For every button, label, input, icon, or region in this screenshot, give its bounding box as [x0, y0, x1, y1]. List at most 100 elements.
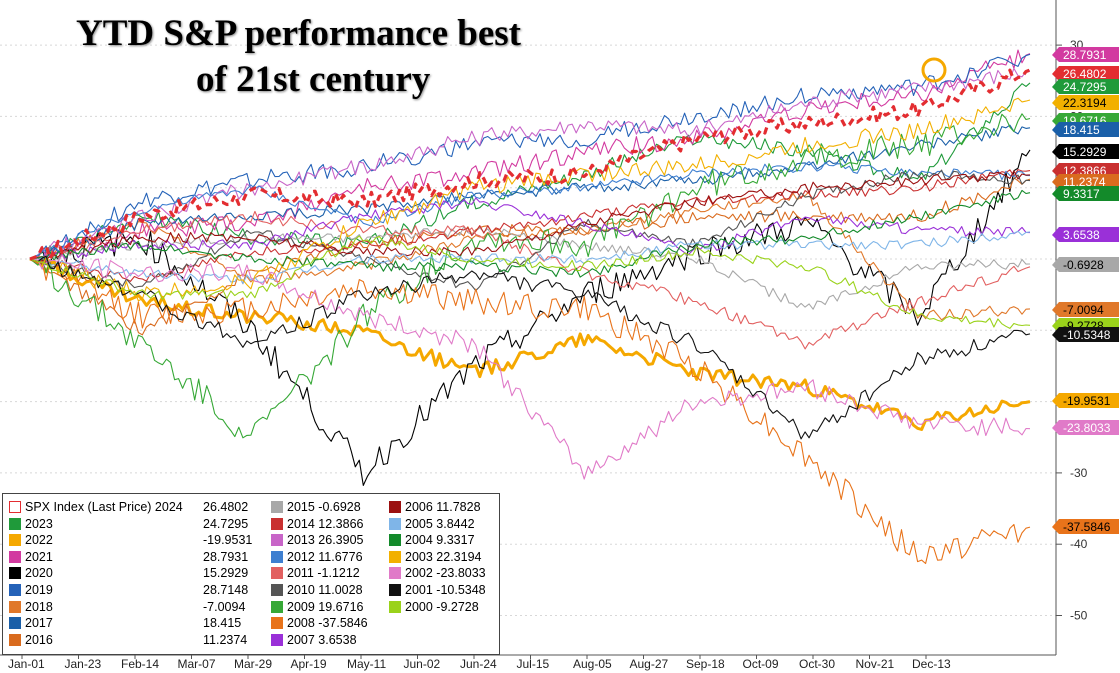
legend-swatch	[271, 517, 283, 530]
legend-swatch	[271, 567, 283, 580]
legend-label: 2023	[25, 516, 53, 531]
x-axis: Jan-01 Jan-23 Feb-14 Mar-07 Mar-29 Apr-19 May-…	[0, 654, 1056, 671]
legend-swatch	[389, 501, 401, 513]
series-line	[29, 177, 1031, 336]
legend-value: -0.6928	[314, 500, 361, 514]
legend-label: 2010	[287, 583, 315, 597]
x-tick-label: Aug-27	[630, 657, 669, 671]
series-line	[29, 67, 1031, 260]
series-line	[29, 97, 1031, 302]
legend-label: 2019	[25, 583, 53, 597]
legend-value: 15.2929	[203, 566, 249, 581]
legend-value: 26.3905	[314, 533, 364, 548]
legend-value: 24.7295	[203, 516, 249, 531]
y-tick-label: -40	[1070, 537, 1088, 551]
series-line	[29, 235, 1031, 329]
last-value-labels: 28.793126.480224.729522.319419.671618.41…	[1052, 47, 1119, 534]
last-value-pointer	[1052, 163, 1059, 178]
series-line	[29, 82, 1031, 260]
x-tick-label: Jan-01	[8, 657, 45, 671]
legend-item: 2013 26.3905	[271, 533, 363, 548]
legend-swatch	[9, 517, 21, 530]
x-tick-label: Jul-15	[517, 657, 550, 671]
last-value-label: 24.7295	[1052, 79, 1119, 94]
legend-label: 2004	[405, 533, 433, 548]
last-value-label: 9.3317	[1052, 186, 1119, 201]
last-value-text: -7.0094	[1063, 303, 1104, 317]
last-value-label: 11.2374	[1052, 174, 1119, 189]
legend-value: 12.3866	[314, 516, 364, 531]
legend-item: 2007 3.6538	[271, 633, 357, 648]
legend-swatch	[271, 534, 283, 547]
legend-item: 2020	[9, 566, 53, 581]
legend-label: 2008	[287, 616, 315, 631]
y-tick-label: -30	[1070, 466, 1088, 480]
legend-value: 18.415	[203, 616, 242, 631]
x-tick-label: Jun-02	[404, 657, 441, 671]
legend-value: 9.3317	[432, 533, 475, 548]
legend-swatch	[389, 534, 401, 547]
legend-swatch	[9, 534, 21, 547]
legend-label: 2006	[405, 500, 433, 514]
series-line	[29, 169, 1031, 282]
legend-value: 28.7931	[203, 549, 249, 564]
legend-item: 2019	[9, 583, 53, 598]
legend-label: 2013	[287, 533, 315, 548]
last-value-pointer	[1052, 186, 1059, 201]
last-value-label: 22.3194	[1052, 95, 1119, 110]
series-line	[29, 197, 1031, 260]
legend-swatch	[9, 633, 21, 646]
x-tick-label: Dec-13	[912, 657, 951, 671]
legend-swatch	[271, 633, 283, 646]
last-value-pointer	[1052, 95, 1059, 110]
legend-label: 2022	[25, 533, 53, 548]
last-value-badge	[1059, 186, 1119, 201]
legend-item: 2012 11.6776	[271, 550, 363, 565]
series-lines	[29, 49, 1031, 565]
legend-swatch	[271, 584, 283, 596]
legend-item: 2015 -0.6928	[271, 500, 361, 515]
legend-label: SPX Index (Last Price) 2024	[25, 500, 183, 514]
last-value-pointer	[1052, 257, 1059, 272]
legend-item: 2021	[9, 550, 53, 565]
last-value-pointer	[1052, 174, 1059, 189]
last-value-badge	[1059, 79, 1119, 94]
legend-item: 2017	[9, 616, 53, 631]
legend-swatch	[389, 517, 401, 530]
last-value-text: 11.2374	[1063, 175, 1106, 189]
x-tick-label: Feb-14	[121, 657, 159, 671]
series-line	[29, 254, 1031, 480]
series-line	[29, 161, 1031, 260]
x-tick-label: Nov-21	[856, 657, 895, 671]
legend-value: -7.0094	[203, 599, 246, 614]
last-value-badge	[1059, 122, 1119, 137]
last-value-text: -0.6928	[1063, 258, 1104, 272]
last-value-label: 26.4802	[1052, 66, 1119, 81]
last-value-pointer	[1052, 66, 1059, 81]
last-value-label: 15.2929	[1052, 144, 1119, 159]
legend-label: 2009	[287, 599, 315, 614]
legend-swatch	[389, 600, 401, 613]
legend-value: -19.9531	[203, 533, 253, 548]
legend-label: 2020	[25, 566, 53, 581]
legend-swatch	[389, 584, 401, 596]
last-value-label: -7.0094	[1052, 302, 1119, 317]
last-value-badge	[1059, 66, 1119, 81]
legend-swatch	[271, 550, 283, 563]
legend-value: 11.6776	[314, 549, 363, 564]
last-value-badge	[1059, 519, 1119, 534]
legend-value: -37.5846	[314, 616, 368, 631]
legend-item: 2004 9.3317	[389, 533, 475, 548]
last-value-badge	[1059, 174, 1119, 189]
legend-value: 11.2374	[203, 632, 248, 647]
legend-swatch	[389, 567, 401, 580]
last-value-label: -10.5348	[1052, 327, 1119, 342]
legend-label: 2011	[287, 566, 314, 581]
legend-label: 2014	[287, 516, 315, 531]
legend-value: -1.1212	[313, 566, 360, 581]
last-value-pointer	[1052, 144, 1059, 159]
last-value-pointer	[1052, 122, 1059, 137]
last-value-pointer	[1052, 519, 1059, 534]
legend-swatch	[9, 617, 21, 630]
last-value-label: -19.9531	[1052, 393, 1119, 408]
